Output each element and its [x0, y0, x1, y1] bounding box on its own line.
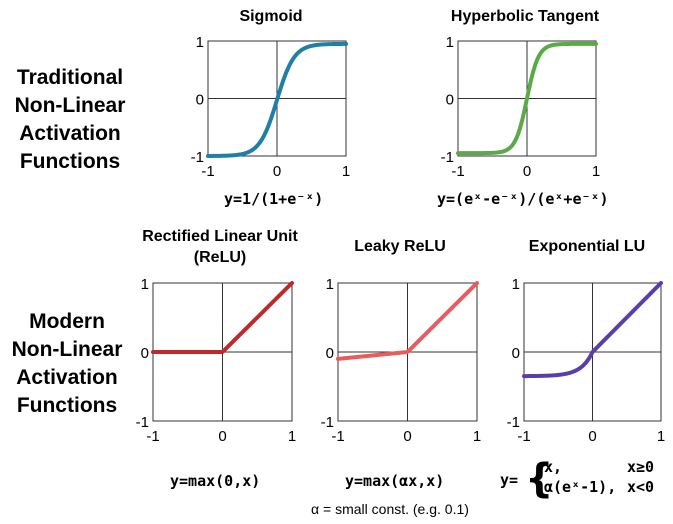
elu-title: Exponential LU	[528, 238, 646, 255]
elu-y-tick: 1	[512, 276, 520, 293]
leaky-relu-y-tick: 1	[326, 276, 334, 293]
relu-x-tick: 1	[288, 428, 296, 445]
elu-y-tick: 0	[512, 345, 520, 362]
relu-title-line: (ReLU)	[193, 249, 247, 266]
modern-label-line: Non-Linear	[11, 338, 123, 361]
traditional-label: Traditional Non-Linear Activation Functi…	[0, 64, 140, 176]
tanh-y-tick: 1	[446, 34, 454, 51]
sigmoid-curve	[206, 41, 348, 158]
sigmoid-y-tick: 0	[196, 92, 204, 109]
alpha-note: α = small const. (e.g. 0.1)	[311, 501, 469, 517]
sigmoid-x-tick: 0	[273, 163, 281, 180]
elu-equation-prefix: y=	[500, 471, 519, 489]
modern-label-line: Modern	[29, 310, 105, 333]
traditional-label-line: Functions	[19, 150, 121, 173]
modern-label: Modern Non-Linear Activation Functions	[0, 308, 134, 420]
leaky-relu-x-tick: -1	[331, 428, 344, 445]
tanh-title: Hyperbolic Tangent	[450, 8, 600, 25]
brace-icon: {	[525, 456, 554, 502]
elu-case-expr: x,	[544, 458, 563, 476]
elu-case-cond: x≥0	[627, 458, 655, 476]
tanh-y-tick: -1	[441, 149, 454, 166]
traditional-label-line: Activation	[19, 122, 121, 145]
elu-x-tick: -1	[517, 428, 530, 445]
elu-y-tick: -1	[507, 414, 520, 431]
relu-title-line: Rectified Linear Unit	[142, 228, 298, 245]
elu-case-expr: α(eˣ-1),	[544, 478, 617, 496]
leaky-relu-equation: y=max(αx,x)	[345, 472, 445, 490]
relu-y-tick: 1	[141, 276, 149, 293]
elu-x-tick: 1	[657, 428, 665, 445]
sigmoid-y-tick: 1	[196, 34, 204, 51]
leaky-relu-title: Leaky ReLU	[354, 238, 446, 255]
relu-y-tick: 0	[141, 345, 149, 362]
tanh-x-tick: -1	[451, 163, 464, 180]
tanh-y-tick: 0	[446, 92, 454, 109]
leaky-relu-y-tick: -1	[321, 414, 334, 431]
elu-case-cond: x<0	[627, 478, 655, 496]
sigmoid-title: Sigmoid	[239, 8, 303, 25]
tanh-x-tick: 1	[592, 163, 600, 180]
relu-title: Rectified Linear Unit (ReLU)	[115, 226, 325, 268]
relu-equation: y=max(0,x)	[170, 472, 261, 490]
sigmoid-equation: y=1/(1+e⁻ˣ)	[224, 190, 324, 208]
tanh-x-tick: 0	[523, 163, 531, 180]
elu-x-tick: 0	[588, 428, 596, 445]
tanh-equation: y=(eˣ-e⁻ˣ)/(eˣ+e⁻ˣ)	[437, 190, 609, 208]
modern-label-line: Functions	[16, 394, 118, 417]
sigmoid-x-tick: 1	[342, 163, 350, 180]
elu-curve	[522, 281, 663, 379]
traditional-label-line: Non-Linear	[14, 94, 126, 117]
sigmoid-x-tick: -1	[201, 163, 214, 180]
leaky-relu-y-tick: 0	[326, 345, 334, 362]
leaky-relu-x-tick: 1	[473, 428, 481, 445]
leaky-relu-curve	[336, 281, 479, 361]
relu-x-tick: -1	[146, 428, 159, 445]
sigmoid-y-tick: -1	[191, 149, 204, 166]
traditional-label-line: Traditional	[16, 66, 124, 89]
modern-label-line: Activation	[16, 366, 118, 389]
elu-equation: y= { x, x≥0 α(eˣ-1), x<0	[500, 458, 670, 502]
leaky-relu-x-tick: 0	[403, 428, 411, 445]
relu-y-tick: -1	[136, 414, 149, 431]
relu-curve	[151, 281, 294, 354]
tanh-curve	[456, 41, 598, 156]
relu-x-tick: 0	[218, 428, 226, 445]
